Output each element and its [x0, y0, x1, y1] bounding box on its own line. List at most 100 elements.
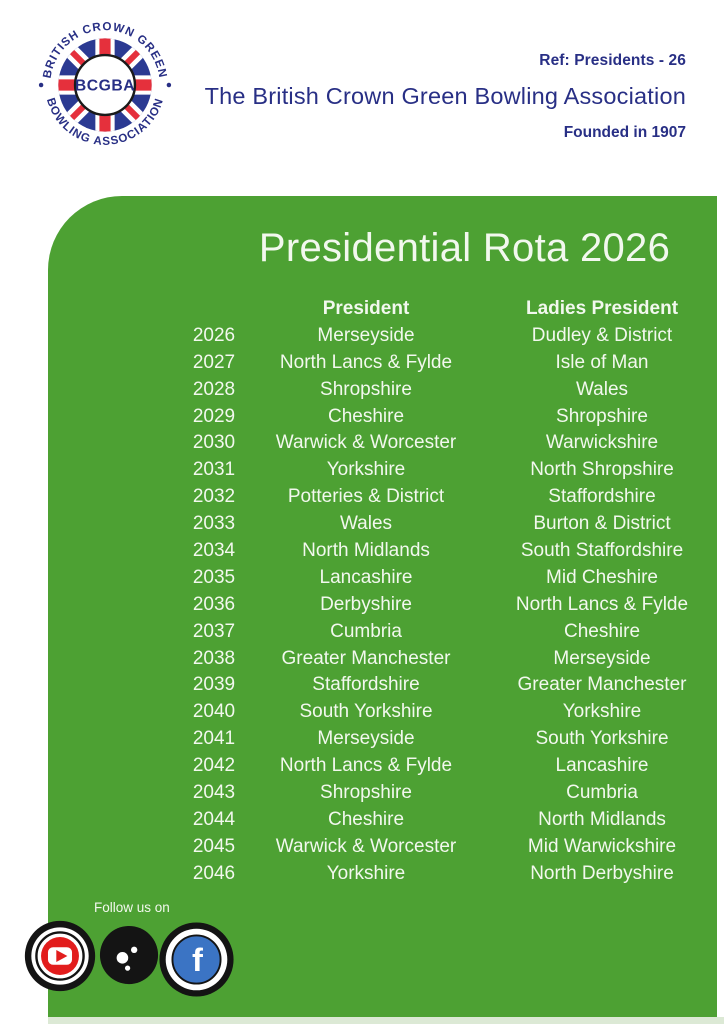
table-row: 2035 Lancashire Mid Cheshire [48, 565, 717, 592]
table-row: 2043 Shropshire Cumbria [48, 780, 717, 807]
follow-us-label: Follow us on [94, 900, 170, 915]
cell-president: Shropshire [320, 378, 412, 400]
cell-ladies: Yorkshire [562, 701, 642, 723]
cell-year: 2042 [192, 755, 236, 777]
youtube-icon[interactable] [23, 919, 97, 993]
facebook-icon[interactable]: f [158, 921, 235, 998]
cell-president: Warwick & Worcester [275, 432, 457, 454]
table-row: 2038 Greater Manchester Merseyside [48, 646, 717, 673]
logo-left-dot [38, 82, 44, 88]
cell-president: Wales [339, 513, 393, 535]
cell-ladies: Greater Manchester [517, 674, 687, 696]
cell-ladies: Shropshire [556, 405, 648, 427]
cell-year: 2039 [192, 674, 236, 696]
cell-year: 2041 [192, 728, 236, 750]
column-header-president: President [322, 298, 410, 319]
column-header-ladies-president: Ladies President [525, 298, 679, 319]
cell-ladies: North Shropshire [530, 459, 674, 481]
table-row: 2031 Yorkshire North Shropshire [48, 457, 717, 484]
table-header-row: President Ladies President [48, 296, 717, 323]
cell-president: Merseyside [317, 728, 415, 750]
page-bottom-strip [48, 1017, 724, 1024]
cell-president: Staffordshire [312, 674, 420, 696]
cell-president: Cheshire [327, 808, 405, 830]
page-title: Presidential Rota 2026 [258, 226, 671, 270]
cell-president: Potteries & District [287, 486, 445, 508]
table-row: 2040 South Yorkshire Yorkshire [48, 699, 717, 726]
cell-year: 2034 [192, 540, 236, 562]
rota-panel: Presidential Rota 2026 President Ladies … [48, 196, 717, 1017]
table-row: 2026 Merseyside Dudley & District [48, 323, 717, 350]
reference-number: Ref: Presidents - 26 [539, 52, 686, 69]
cell-ladies: Wales [575, 378, 629, 400]
cell-ladies: Merseyside [553, 647, 651, 669]
cell-year: 2026 [192, 324, 236, 346]
table-row: 2037 Cumbria Cheshire [48, 619, 717, 646]
cell-president: Shropshire [320, 782, 412, 804]
cell-president: Cheshire [327, 405, 405, 427]
table-row: 2042 North Lancs & Fylde Lancashire [48, 753, 717, 780]
cell-ladies: Dudley & District [531, 324, 673, 346]
cell-ladies: South Staffordshire [520, 540, 684, 562]
table-row: 2032 Potteries & District Staffordshire [48, 484, 717, 511]
table-row: 2027 North Lancs & Fylde Isle of Man [48, 350, 717, 377]
cell-president: North Lancs & Fylde [279, 755, 453, 777]
cell-year: 2031 [192, 459, 236, 481]
logo-right-dot [166, 82, 172, 88]
cell-year: 2029 [192, 405, 236, 427]
cell-ladies: Burton & District [533, 513, 671, 535]
cell-president: Cumbria [330, 620, 402, 642]
table-row: 2046 Yorkshire North Derbyshire [48, 861, 717, 888]
cell-year: 2045 [192, 835, 236, 857]
cell-year: 2044 [192, 808, 236, 830]
cell-president: North Midlands [302, 540, 430, 562]
cell-year: 2032 [192, 486, 236, 508]
bowls-ball-icon[interactable] [99, 925, 159, 985]
cell-ladies: Mid Warwickshire [527, 835, 677, 857]
rota-rows: 2026 Merseyside Dudley & District 2027 North… [48, 323, 717, 888]
table-row: 2036 Derbyshire North Lancs & Fylde [48, 592, 717, 619]
cell-year: 2040 [192, 701, 236, 723]
table-row: 2033 Wales Burton & District [48, 511, 717, 538]
cell-ladies: Staffordshire [548, 486, 656, 508]
cell-president: North Lancs & Fylde [279, 351, 453, 373]
cell-ladies: Lancashire [555, 755, 649, 777]
svg-text:f: f [192, 941, 203, 978]
table-row: 2039 Staffordshire Greater Manchester [48, 672, 717, 699]
rota-table: President Ladies President 2026 Merseysid… [48, 296, 717, 888]
table-row: 2041 Merseyside South Yorkshire [48, 726, 717, 753]
bcgba-logo: BCGBA BRITISH CROWN GREEN BOWLING ASSOCI… [38, 20, 172, 148]
cell-president: Derbyshire [320, 593, 412, 615]
cell-year: 2036 [192, 593, 236, 615]
table-row: 2028 Shropshire Wales [48, 377, 717, 404]
cell-president: Warwick & Worcester [275, 835, 457, 857]
cell-ladies: North Derbyshire [530, 862, 674, 884]
cell-president: Merseyside [317, 324, 415, 346]
cell-ladies: Cheshire [563, 620, 641, 642]
cell-ladies: Isle of Man [555, 351, 649, 373]
cell-ladies: Cumbria [566, 782, 638, 804]
cell-year: 2043 [192, 782, 236, 804]
cell-year: 2030 [192, 432, 236, 454]
cell-year: 2027 [192, 351, 236, 373]
table-row: 2030 Warwick & Worcester Warwickshire [48, 430, 717, 457]
cell-year: 2033 [192, 513, 236, 535]
cell-president: Greater Manchester [281, 647, 451, 669]
cell-president: Lancashire [319, 566, 413, 588]
founded-text: Founded in 1907 [563, 124, 686, 141]
cell-ladies: South Yorkshire [535, 728, 669, 750]
cell-president: South Yorkshire [299, 701, 433, 723]
table-row: 2029 Cheshire Shropshire [48, 404, 717, 431]
organisation-title: The British Crown Green Bowling Associat… [204, 83, 686, 109]
cell-president: Yorkshire [326, 862, 406, 884]
cell-ladies: North Midlands [538, 808, 666, 830]
logo-inner-circle [73, 53, 137, 117]
document-header: Ref: Presidents - 26 The British Crown G… [205, 52, 686, 142]
table-row: 2045 Warwick & Worcester Mid Warwickshire [48, 834, 717, 861]
cell-year: 2046 [192, 862, 236, 884]
cell-year: 2038 [192, 647, 236, 669]
cell-ladies: Mid Cheshire [546, 566, 658, 588]
logo-acronym: BCGBA [75, 78, 135, 95]
cell-year: 2028 [192, 378, 236, 400]
table-row: 2044 Cheshire North Midlands [48, 807, 717, 834]
